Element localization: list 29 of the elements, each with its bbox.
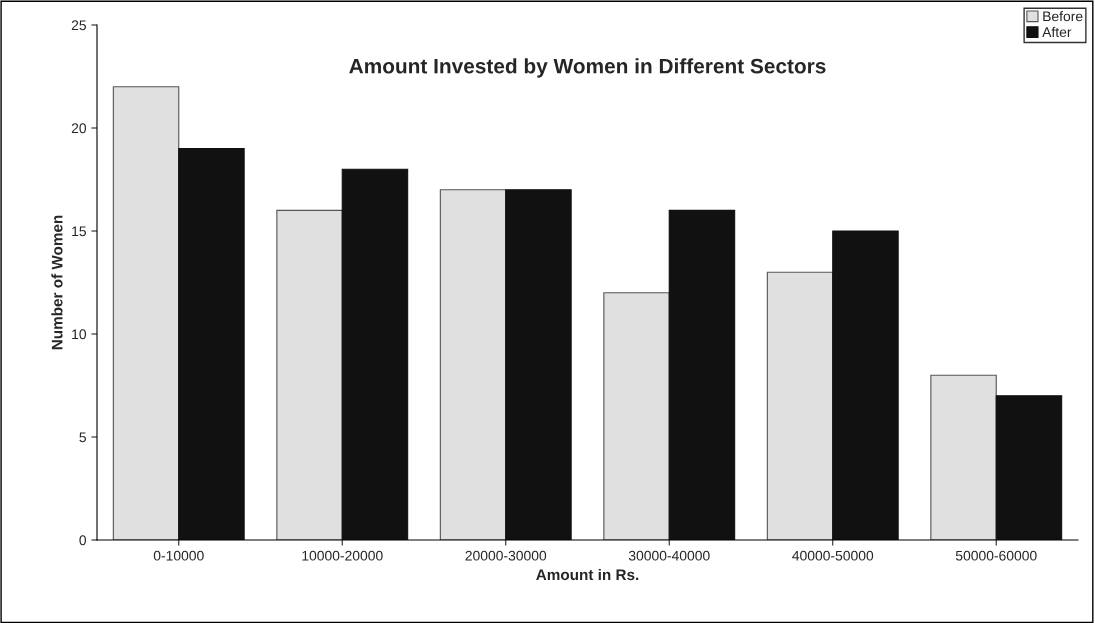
bar bbox=[112, 86, 180, 540]
legend-label: After bbox=[1042, 26, 1072, 38]
bar bbox=[603, 292, 670, 540]
x-axis-title: Amount in Rs. bbox=[536, 568, 639, 581]
bar bbox=[341, 168, 409, 540]
x-tick-label: 0-10000 bbox=[153, 550, 204, 561]
bar bbox=[832, 230, 899, 540]
y-tick-label: 20 bbox=[71, 123, 87, 134]
y-tick-label: 25 bbox=[71, 20, 86, 31]
bar bbox=[995, 395, 1063, 540]
text: Amount Invested by Women in Different Sectors bbox=[349, 58, 826, 78]
y-tick-label: 0 bbox=[79, 535, 87, 546]
bar bbox=[766, 271, 834, 540]
bar bbox=[276, 209, 343, 540]
legend-label: Before bbox=[1043, 11, 1083, 22]
y-tick-label: 10 bbox=[72, 329, 87, 340]
x-tick-label: 10000-20000 bbox=[302, 550, 383, 561]
x-tick-label: 30000-40000 bbox=[628, 550, 710, 561]
bar bbox=[668, 209, 736, 540]
y-axis-title: Number of Women bbox=[51, 215, 63, 350]
bar bbox=[505, 189, 572, 540]
bar bbox=[439, 189, 507, 540]
x-tick-label: 50000-60000 bbox=[955, 550, 1037, 561]
bar bbox=[930, 374, 997, 540]
y-tick-label: 5 bbox=[79, 432, 86, 443]
x-tick-label: 20000-30000 bbox=[465, 550, 547, 561]
x-tick-label: 40000-50000 bbox=[792, 550, 874, 561]
bar bbox=[178, 148, 245, 540]
y-tick-label: 15 bbox=[72, 226, 86, 237]
